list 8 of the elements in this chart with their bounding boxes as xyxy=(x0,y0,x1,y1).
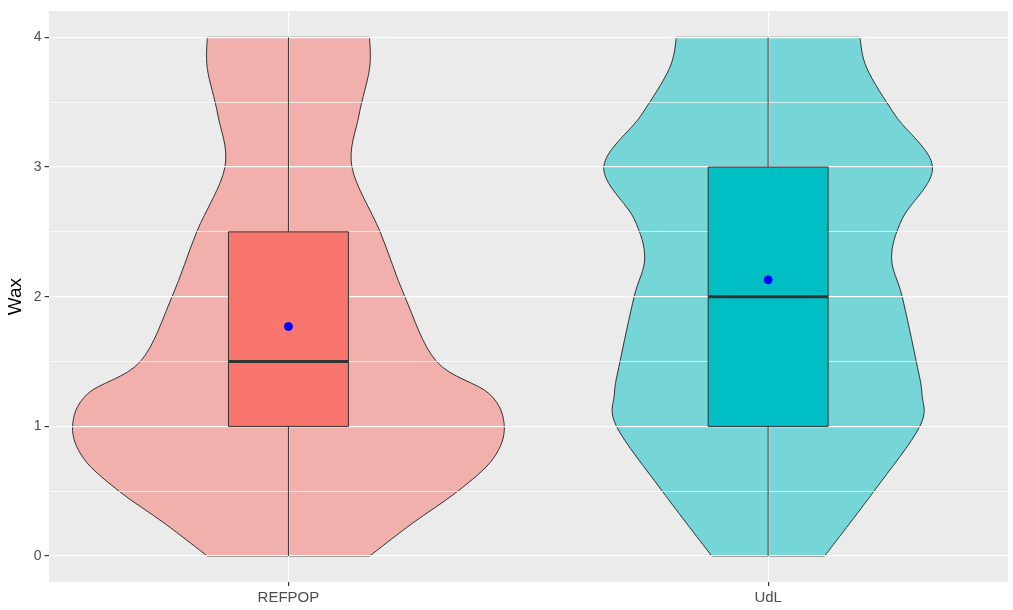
x-tick-label: REFPOP xyxy=(257,588,320,606)
y-tick-label: 0 xyxy=(33,546,42,563)
y-tick-label: 4 xyxy=(33,28,42,45)
y-tick-label: 2 xyxy=(33,287,42,304)
y-tick-label: 3 xyxy=(33,157,42,174)
x-tick-label: UdL xyxy=(754,588,782,606)
y-tick-label: 1 xyxy=(33,417,42,434)
y-axis-title: Wax xyxy=(3,277,25,316)
